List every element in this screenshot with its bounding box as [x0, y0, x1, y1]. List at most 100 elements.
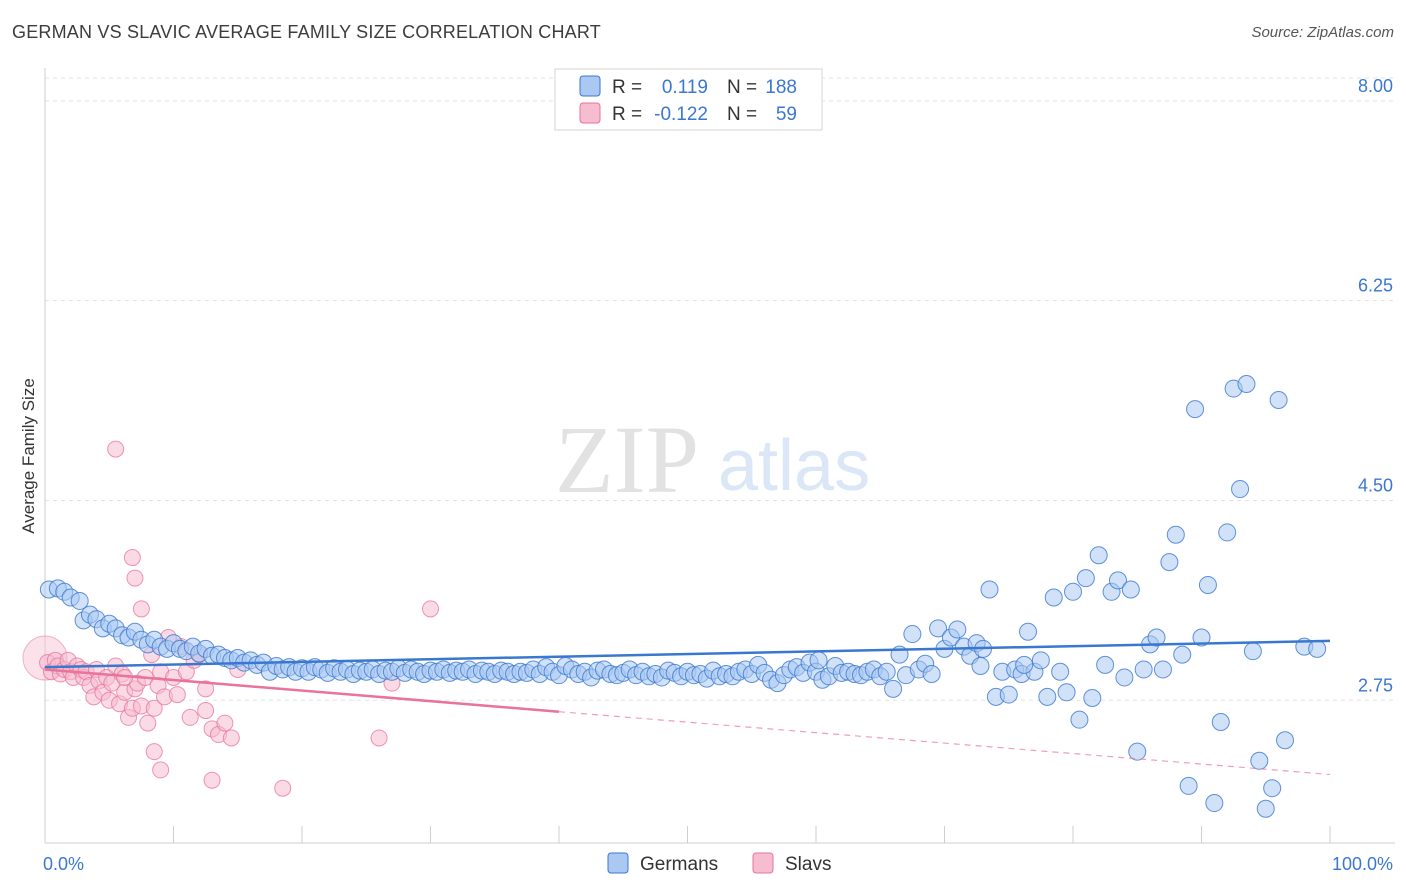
germans-point [1031, 651, 1050, 670]
germans-point [1089, 546, 1108, 565]
slavs-trend-extension [558, 711, 1331, 776]
germans-point [1276, 731, 1295, 750]
germans-point [1096, 655, 1115, 674]
germans-point [1160, 553, 1179, 572]
y-tick-label: 2.75 [1358, 675, 1393, 695]
slavs-point [145, 699, 163, 717]
gridlines [45, 77, 1395, 701]
legend-germans-n-value: 188 [765, 77, 797, 98]
bottom-legend: Germans Slavs [607, 852, 831, 875]
germans-point [971, 657, 990, 676]
germans-point [1038, 687, 1057, 706]
slavs-point [197, 680, 215, 698]
germans-point [1115, 668, 1134, 687]
slavs-point [107, 440, 125, 458]
germans-point [1192, 628, 1211, 647]
germans-point [1205, 794, 1224, 813]
germans-point [1198, 575, 1217, 594]
source-label: Source: ZipAtlas.com [1251, 24, 1394, 41]
germans-point [1051, 662, 1070, 681]
legend-box: R = 0.119 N = 188 R = -0.122 N = 59 [554, 68, 823, 131]
germans-point [1231, 480, 1250, 499]
germans-point [1166, 525, 1185, 544]
germans-points [39, 375, 1327, 818]
germans-point [999, 685, 1018, 704]
legend-slavs-n-value: 59 [776, 104, 797, 125]
germans-point [1015, 655, 1034, 674]
germans-point [922, 665, 941, 684]
germans-point [1083, 688, 1102, 707]
y-tick-label: 6.25 [1358, 276, 1393, 296]
slavs-points [22, 440, 439, 797]
germans-point [877, 662, 896, 681]
legend-slavs-n-label: N = [727, 104, 757, 125]
legend-slavs-r-value: -0.122 [654, 104, 708, 125]
germans-point [1269, 390, 1288, 409]
legend-germans-r-label: R = [612, 77, 642, 98]
germans-point [1153, 660, 1172, 679]
slavs-point [132, 600, 150, 618]
germans-point [1250, 751, 1269, 770]
chart-title: GERMAN VS SLAVIC AVERAGE FAMILY SIZE COR… [12, 22, 601, 42]
legend-germans-r-value: 0.119 [662, 77, 708, 98]
germans-point [1256, 799, 1275, 818]
y-axis-title: Average Family Size [19, 378, 38, 534]
germans-point [1147, 628, 1166, 647]
y-tick-label: 4.50 [1358, 475, 1393, 495]
germans-trend-line [44, 639, 1331, 669]
germans-point [1076, 569, 1095, 588]
x-tick-labels: 0.0% 100.0% [43, 854, 1393, 874]
germans-point [980, 580, 999, 599]
slavs-point [197, 702, 215, 720]
germans-point [1044, 588, 1063, 607]
germans-point [884, 679, 903, 698]
watermark-atlas: atlas [718, 426, 870, 506]
germans-point [1121, 580, 1140, 599]
bottom-legend-slavs-swatch [752, 852, 774, 874]
y-tick-labels: 2.75 4.50 6.25 8.00 [1358, 76, 1393, 695]
germans-point [1064, 582, 1082, 601]
germans-point [1173, 645, 1192, 664]
slavs-point [123, 549, 141, 567]
germans-point [903, 625, 922, 644]
bottom-legend-germans-swatch [607, 852, 629, 874]
x-tick-label-end: 100.0% [1332, 854, 1393, 874]
y-tick-label: 8.00 [1358, 76, 1393, 96]
bottom-legend-slavs-label: Slavs [785, 854, 831, 875]
germans-point [809, 651, 828, 670]
slavs-point [370, 729, 388, 747]
germans-point [1019, 622, 1038, 641]
watermark-zip: ZIP [555, 406, 699, 513]
germans-point [70, 591, 89, 610]
slavs-point [203, 771, 221, 789]
legend-germans-swatch [579, 75, 601, 97]
germans-point [1179, 776, 1198, 795]
slavs-point [222, 729, 240, 747]
germans-point [1218, 523, 1237, 542]
germans-point [1128, 742, 1147, 761]
x-tick-label-start: 0.0% [43, 854, 84, 874]
slavs-point [216, 714, 234, 732]
slavs-point [139, 714, 157, 732]
germans-point [1243, 642, 1262, 661]
legend-slavs-swatch [579, 102, 601, 124]
slavs-point [126, 569, 144, 587]
slavs-point [152, 761, 170, 779]
trend-lines [44, 639, 1331, 776]
germans-point [929, 619, 948, 638]
germans-point [948, 620, 967, 639]
slavs-point [145, 743, 163, 761]
bottom-legend-germans-label: Germans [640, 854, 718, 875]
germans-point [1263, 779, 1282, 798]
germans-point [1057, 683, 1076, 702]
germans-point [1237, 375, 1256, 393]
germans-point [1070, 710, 1089, 729]
germans-point [1108, 571, 1127, 590]
slavs-trend-line [44, 668, 560, 713]
legend-germans-n-label: N = [727, 77, 757, 98]
germans-point [1186, 400, 1205, 419]
slavs-point [274, 779, 292, 797]
slavs-point [168, 686, 186, 704]
germans-point [1134, 660, 1153, 679]
